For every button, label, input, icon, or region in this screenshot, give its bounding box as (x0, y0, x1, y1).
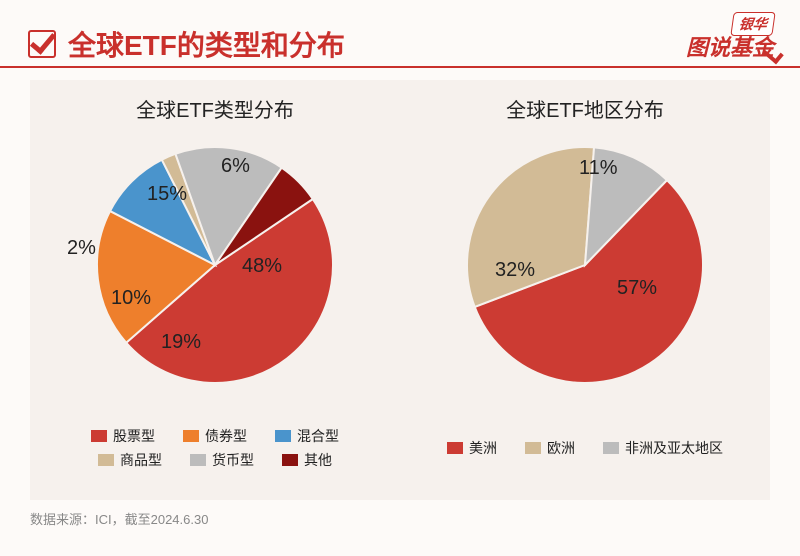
legend-swatch (275, 430, 291, 442)
pie-slice-label: 48% (242, 255, 282, 278)
pie-slice-label: 32% (495, 259, 535, 282)
pie-slice-label: 19% (161, 331, 201, 354)
legend-swatch (91, 430, 107, 442)
legend-swatch (447, 442, 463, 454)
legend-label: 债券型 (205, 426, 247, 446)
page-title-text: 全球ETF的类型和分布 (68, 24, 345, 64)
pie-slice-label: 11% (579, 157, 618, 180)
legend-item: 其他 (282, 450, 332, 470)
legend-label: 美洲 (469, 438, 497, 458)
title-underline (0, 66, 800, 68)
left-chart-column: 全球ETF类型分布 48% 19% 10% 2% 15% 6% 股票型 债券型 混合型 商品型… (30, 80, 400, 500)
pie-slice-label: 2% (67, 237, 96, 260)
legend-item: 欧洲 (525, 438, 575, 458)
checkbox-check-icon (28, 30, 56, 58)
pie-slice-label: 57% (617, 277, 657, 300)
legend-swatch (183, 430, 199, 442)
legend-label: 商品型 (120, 450, 162, 470)
legend-item: 混合型 (275, 426, 339, 446)
legend-swatch (282, 454, 298, 466)
left-chart-title: 全球ETF类型分布 (30, 94, 400, 123)
legend-swatch (190, 454, 206, 466)
pie-slice-label: 15% (147, 183, 187, 206)
brand-logo-line2: 图说基金 (686, 36, 774, 59)
right-pie-chart: 57% 32% 11% (467, 147, 703, 383)
legend-label: 股票型 (113, 426, 155, 446)
legend-swatch (98, 454, 114, 466)
right-chart-title: 全球ETF地区分布 (400, 94, 770, 123)
legend-item: 商品型 (98, 450, 162, 470)
legend-item: 美洲 (447, 438, 497, 458)
legend-swatch (603, 442, 619, 454)
chart-area: 全球ETF类型分布 48% 19% 10% 2% 15% 6% 股票型 债券型 混合型 商品型… (30, 80, 770, 500)
footer-source: 数据来源：ICI，截至2024.6.30 (30, 509, 208, 528)
brand-logo-line1: 银华 (730, 12, 775, 36)
pie-slice-label: 10% (111, 287, 151, 310)
legend-label: 欧洲 (547, 438, 575, 458)
legend-label: 货币型 (212, 450, 254, 470)
right-chart-column: 全球ETF地区分布 57% 32% 11% 美洲 欧洲 非洲及亚太地区 (400, 80, 770, 500)
legend-item: 债券型 (183, 426, 247, 446)
legend-item: 货币型 (190, 450, 254, 470)
pie-slice-label: 6% (221, 155, 250, 178)
legend-label: 非洲及亚太地区 (625, 438, 723, 458)
legend-item: 非洲及亚太地区 (603, 438, 723, 458)
legend-item: 股票型 (91, 426, 155, 446)
brand-logo: 银华 图说基金 (686, 12, 774, 59)
legend-label: 其他 (304, 450, 332, 470)
left-pie-chart: 48%19%10%2%15%6% (97, 147, 333, 383)
legend-label: 混合型 (297, 426, 339, 446)
legend-swatch (525, 442, 541, 454)
page-title: 全球ETF的类型和分布 (28, 24, 345, 64)
